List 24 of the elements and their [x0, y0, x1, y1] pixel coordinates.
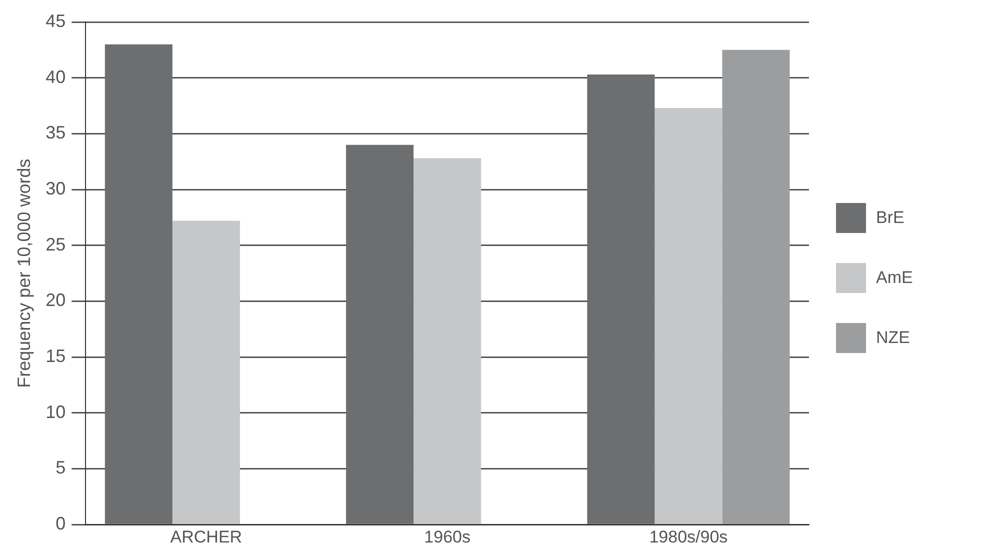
y-tick-label: 30	[46, 178, 66, 198]
y-tick-label: 35	[46, 122, 66, 143]
y-tick-label: 20	[46, 290, 66, 310]
y-tick-label: 45	[46, 10, 66, 31]
legend-label: NZE	[876, 328, 910, 348]
y-tick-label: 15	[46, 346, 66, 366]
bar	[722, 50, 790, 524]
bar	[346, 144, 414, 524]
x-tick-label: 1960s	[424, 527, 470, 546]
bar	[414, 158, 482, 524]
y-tick-label: 0	[56, 514, 66, 534]
bar	[654, 108, 722, 524]
x-tick-label: ARCHER	[170, 527, 242, 546]
bar	[104, 44, 172, 524]
y-axis-title: Frequency per 10,000 words	[14, 158, 34, 388]
bar	[587, 74, 655, 524]
legend-label: BrE	[876, 208, 904, 228]
y-tick-label: 25	[46, 234, 66, 254]
x-tick-label: 1980s/90s	[649, 527, 728, 546]
legend-label: AmE	[876, 268, 913, 288]
bar	[172, 220, 240, 524]
y-tick-label: 5	[56, 458, 66, 478]
y-tick-label: 10	[46, 402, 66, 422]
y-tick-label: 40	[46, 66, 66, 87]
